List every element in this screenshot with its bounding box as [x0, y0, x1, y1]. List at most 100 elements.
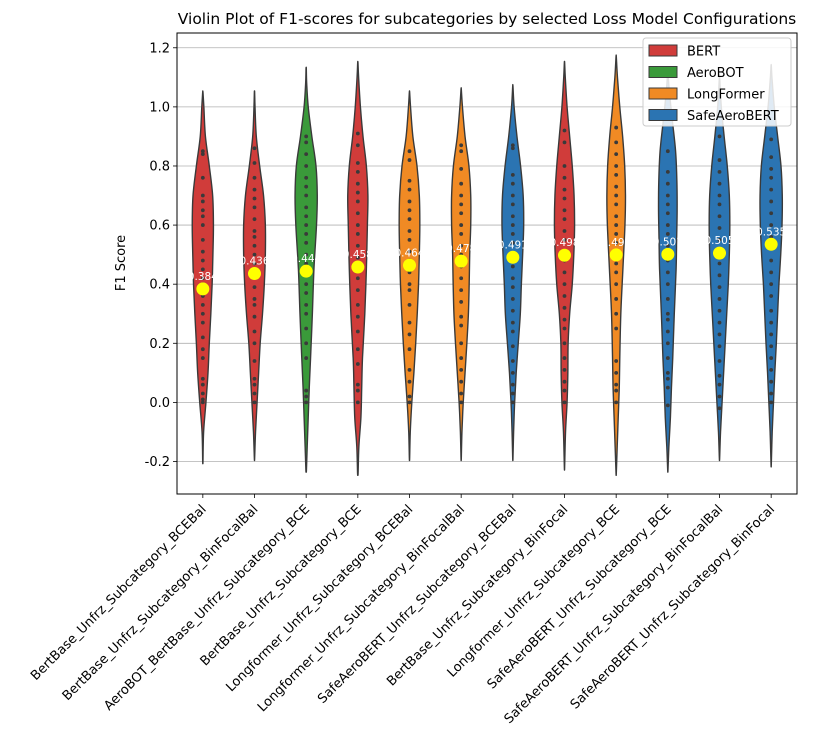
data-point: [200, 320, 205, 325]
data-point: [665, 370, 670, 375]
data-point: [304, 400, 309, 405]
data-point: [769, 332, 774, 337]
data-point: [510, 400, 515, 405]
data-point: [304, 240, 309, 245]
data-point: [407, 320, 412, 325]
mean-marker: [609, 248, 623, 262]
data-point: [665, 193, 670, 198]
data-point: [769, 137, 774, 142]
data-point: [252, 261, 257, 266]
data-point: [717, 237, 722, 242]
legend-box: [642, 37, 792, 127]
mean-value-label: 0.498: [549, 237, 579, 249]
data-point: [614, 125, 619, 130]
data-point: [200, 258, 205, 263]
data-point: [769, 308, 774, 313]
y-axis-ticks: -0.2 0.0 0.2 0.4 0.6 0.8 1.0 1.2: [145, 41, 177, 470]
data-point: [769, 391, 774, 396]
mean-value-label: 0.535: [756, 226, 786, 238]
data-point: [304, 193, 309, 198]
data-point: [200, 397, 205, 402]
data-point: [614, 140, 619, 145]
data-point: [304, 261, 309, 266]
data-point: [562, 208, 567, 213]
data-point: [665, 232, 670, 236]
violin-body: [553, 60, 576, 471]
data-point: [355, 199, 360, 204]
data-point: [459, 323, 464, 328]
data-point: [355, 314, 360, 319]
data-point: [252, 391, 257, 396]
data-point: [355, 347, 360, 352]
mean-marker: [506, 250, 520, 264]
legend-label: SafeAeroBERT: [687, 109, 779, 124]
data-point: [200, 208, 205, 213]
data-point: [614, 311, 619, 316]
x-tick-label: SafeAeroBERT_Unfrz_Subcategory_BCE: [485, 502, 675, 692]
data-point: [355, 161, 360, 165]
mean-markers: 0.384 0.436 0.444 0.458 0.464 0.478 0.491 0.498…: [188, 226, 786, 296]
data-point: [200, 311, 205, 316]
data-point: [717, 134, 722, 139]
data-point: [510, 391, 515, 396]
mean-value-label: 0.491: [498, 239, 528, 251]
data-point: [200, 276, 205, 281]
data-point: [252, 229, 257, 233]
data-point: [510, 193, 515, 198]
y-tick-label: 0.8: [149, 159, 170, 174]
legend-swatch: [648, 109, 678, 121]
data-point: [665, 341, 670, 346]
data-point: [304, 184, 309, 189]
data-point: [717, 382, 722, 387]
data-point: [510, 143, 515, 148]
data-point: [304, 223, 309, 227]
data-point: [769, 167, 774, 171]
data-points: [200, 125, 774, 411]
violin-body: [450, 87, 472, 462]
data-point: [407, 229, 412, 233]
legend-swatch: [648, 66, 678, 78]
data-point: [717, 344, 722, 349]
data-point: [304, 232, 309, 236]
mean-value-label: 0.458: [343, 249, 373, 261]
data-point: [407, 302, 412, 307]
data-point: [665, 181, 670, 186]
data-point: [304, 302, 309, 307]
data-point: [407, 394, 412, 399]
data-point: [304, 311, 309, 316]
data-point: [562, 282, 567, 287]
data-point: [355, 382, 360, 387]
data-point: [459, 167, 464, 171]
data-point: [769, 282, 774, 287]
data-point: [562, 356, 567, 360]
data-point: [459, 193, 464, 198]
x-axis-ticks: BertBase_Unfrz_Subcategory_BCEBalBertBas…: [28, 494, 778, 727]
data-point: [355, 362, 360, 366]
data-point: [459, 243, 464, 248]
data-point: [665, 403, 670, 408]
data-point: [614, 388, 619, 393]
data-point: [665, 243, 670, 248]
data-point: [510, 297, 515, 301]
data-point: [200, 400, 205, 405]
data-point: [459, 379, 464, 384]
data-point: [614, 184, 619, 189]
data-point: [614, 152, 619, 157]
data-point: [200, 391, 205, 396]
data-point: [717, 273, 722, 278]
y-tick-label: 0.0: [149, 396, 170, 411]
data-point: [665, 311, 670, 316]
y-tick-label: 1.0: [149, 100, 170, 115]
data-point: [562, 326, 567, 331]
data-point: [304, 394, 309, 399]
data-point: [562, 140, 567, 145]
data-point: [355, 400, 360, 405]
data-point: [200, 347, 205, 352]
data-point: [717, 181, 722, 186]
data-point: [304, 152, 309, 157]
data-point: [200, 356, 205, 360]
data-point: [562, 187, 567, 192]
data-point: [562, 400, 567, 405]
data-point: [304, 341, 309, 346]
